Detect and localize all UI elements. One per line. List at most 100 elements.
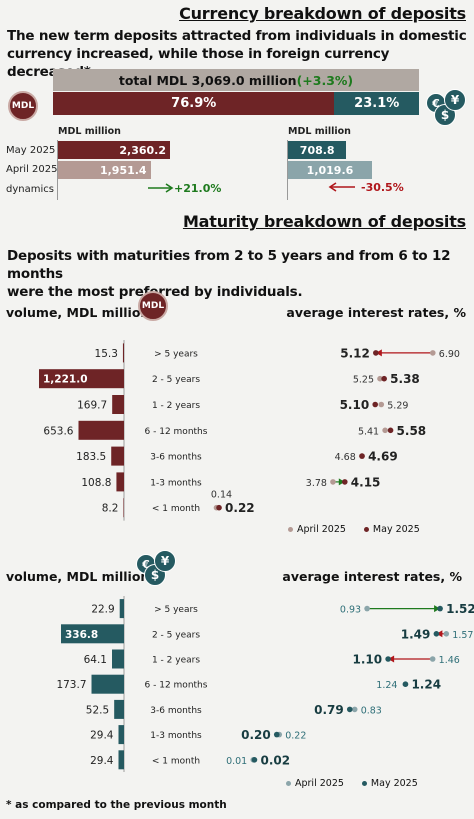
rate-label-april: 5.41 [358, 426, 379, 437]
volume-value-label: 108.8 [81, 477, 111, 489]
maturity-category-label: 2 - 5 years [152, 375, 200, 385]
volume-bar [91, 674, 124, 694]
rate-point-may [387, 427, 394, 434]
total-bar: total MDL 3,069.0 million (+3.3%) [53, 69, 419, 91]
rate-point-april [378, 401, 385, 408]
maturity-category-label: 1-3 months [150, 731, 202, 741]
rate-label-may: 1.49 [401, 627, 431, 641]
rate-label-april: 1.46 [439, 655, 460, 666]
mdl-dynamics-value: +21.0% [174, 182, 222, 195]
unit-label-fx: MDL million [288, 126, 351, 137]
rate-label-may: 1.52 [446, 602, 474, 616]
volume-value-label: 52.5 [86, 704, 109, 716]
maturity-category-label: < 1 month [152, 504, 200, 514]
rate-point-may [342, 479, 348, 485]
fx-april-value: 1,019.6 [306, 163, 354, 177]
arrow-left-icon [328, 182, 355, 192]
mdl-volume-label: volume, MDL million [6, 305, 150, 320]
volume-value-label: 169.7 [77, 400, 107, 412]
arrow-up-right-icon [148, 183, 174, 193]
row-label-dynamics: dynamics [6, 184, 54, 195]
volume-bar [123, 498, 124, 518]
footnote: * as compared to the previous month [6, 799, 227, 811]
rate-label-may: 0.02 [260, 753, 290, 767]
row-label-may: May 2025 [6, 145, 56, 156]
legend-may-label: May 2025 [372, 524, 420, 535]
mdl-april-value: 1,951.4 [99, 163, 147, 177]
rate-point-april [377, 375, 383, 382]
share-fx-segment: 23.1% [334, 92, 419, 115]
volume-value-label: 173.7 [56, 679, 86, 691]
mdl-may-bar: 2,360.2 [58, 141, 170, 159]
rate-point-april [364, 605, 370, 612]
panel-fx-svg: 22.9 > 5 years 336.8 2 - 5 years 64.1 1 - 2 y… [56, 596, 474, 773]
rate-point-may [437, 605, 443, 612]
maturity-subtitle-line1: Deposits with maturities from 2 to 5 yea… [7, 248, 451, 282]
rate-label-april: 1.24 [376, 680, 397, 691]
rate-point-may [359, 453, 365, 459]
rate-label-april: 0.01 [226, 756, 247, 767]
rate-point-may [381, 375, 387, 382]
mdl-badge-text-2: MDL [141, 301, 165, 311]
rate-point-may [216, 504, 222, 511]
rate-change-arrowhead [436, 630, 443, 638]
share-mdl-segment: 76.9% [53, 92, 335, 115]
rate-label-may: 5.38 [390, 372, 420, 386]
fx-dynamics-value: -30.5% [361, 181, 404, 194]
rate-point-may [273, 731, 280, 738]
maturity-category-label: 3-6 months [150, 706, 202, 716]
volume-bar [114, 699, 124, 719]
rate-label-april: 4.68 [335, 452, 356, 463]
legend-april-dot-icon [288, 527, 293, 532]
rate-label-april: 0.93 [340, 605, 361, 616]
volume-bar [111, 446, 124, 466]
maturity-category-label: < 1 month [152, 756, 200, 766]
mdl-badge-icon-2: MDL [138, 291, 168, 321]
rate-label-may: 1.10 [353, 653, 383, 667]
maturity-category-label: > 5 years [154, 349, 198, 359]
rate-label-may: 5.12 [340, 346, 370, 360]
currency-section-title: Currency breakdown of deposits [179, 4, 466, 23]
rate-change-arrowhead [434, 605, 441, 613]
maturity-category-label: 1 - 2 years [152, 401, 200, 411]
rate-point-april [351, 706, 358, 713]
fx-may-value: 708.8 [299, 143, 335, 157]
volume-value-label: 29.4 [90, 730, 114, 742]
volume-bar [119, 599, 124, 619]
rate-point-may [346, 706, 353, 713]
maturity-subtitle: Deposits with maturities from 2 to 5 yea… [7, 247, 469, 301]
fx-volume-label: volume, MDL million [6, 569, 150, 584]
rate-label-may: 1.24 [411, 678, 441, 692]
mdl-rates-label: average interest rates, % [286, 305, 466, 320]
rate-label-april: 5.25 [353, 375, 374, 386]
yen-coin-icon: ¥ [444, 89, 466, 111]
share-bar: 76.9% 23.1% [53, 92, 419, 115]
rate-change-arrowhead [388, 655, 395, 663]
maturity-category-label: 3-6 months [150, 453, 202, 463]
rate-change-arrowhead [338, 478, 345, 486]
volume-value-label: 8.2 [102, 503, 119, 515]
volume-bar [78, 420, 124, 440]
maturity-category-label: 6 - 12 months [145, 681, 208, 691]
legend-may-label-2: May 2025 [370, 778, 418, 789]
volume-value-label: 64.1 [84, 654, 107, 666]
rate-point-may [372, 401, 379, 408]
volume-bar [39, 369, 124, 389]
volume-bar [112, 395, 124, 414]
rate-point-may [373, 350, 379, 356]
mdl-badge-icon: MDL [8, 91, 38, 121]
rate-label-may: 0.22 [225, 501, 255, 515]
rate-label-april: 0.22 [285, 731, 306, 742]
rate-label-may: 0.79 [314, 703, 344, 717]
total-change: (+3.3%) [296, 72, 354, 88]
rate-label-may: 5.10 [340, 398, 370, 412]
volume-value-label: 653.6 [43, 425, 73, 437]
fx-axis-line [287, 140, 288, 200]
volume-value-label: 22.9 [91, 604, 114, 616]
currency-subtitle-line1: The new term deposits attracted from ind… [7, 28, 467, 44]
maturity-category-label: 2 - 5 years [152, 630, 200, 640]
volume-value-label: 29.4 [90, 755, 114, 767]
rate-label-may: 0.20 [241, 728, 271, 742]
mdl-april-bar: 1,951.4 [58, 161, 151, 179]
rate-point-may [251, 757, 258, 763]
